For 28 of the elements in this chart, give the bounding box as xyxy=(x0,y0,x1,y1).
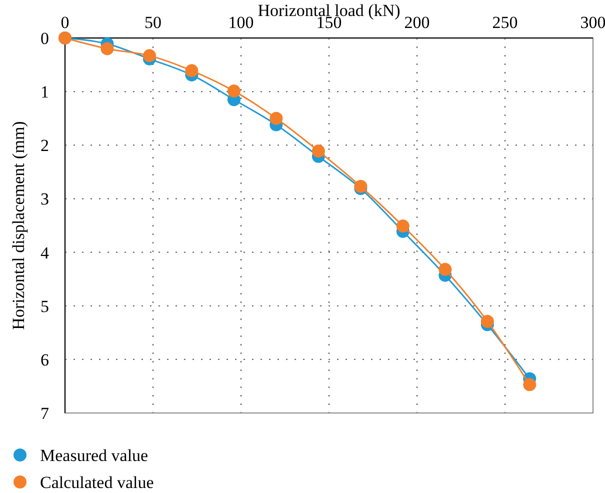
x-tick-label: 200 xyxy=(404,13,430,32)
point xyxy=(185,64,198,78)
y-tick-label: 2 xyxy=(40,136,49,156)
y-tick-label: 7 xyxy=(40,404,50,423)
y-tick-label: 0 xyxy=(40,29,49,48)
point xyxy=(100,42,114,56)
y-tick-label: 4 xyxy=(40,243,50,262)
y-tick-label: 3 xyxy=(40,190,49,209)
x-tick-label: 300 xyxy=(580,13,605,32)
y-tick-label: 5 xyxy=(40,296,49,316)
point xyxy=(480,314,494,328)
point xyxy=(227,84,240,98)
x-tick-label: 100 xyxy=(228,13,254,32)
y-tick-label: 6 xyxy=(40,350,49,370)
point xyxy=(523,378,536,392)
x-tick-label: 0 xyxy=(60,13,70,32)
x-tick-label: 250 xyxy=(492,13,518,32)
point xyxy=(354,180,368,193)
y-axis-title: Horizontal displacement (mm) xyxy=(9,121,28,330)
legend-label: Calculated value xyxy=(40,473,154,492)
point xyxy=(270,112,283,125)
point xyxy=(312,144,325,158)
legend-label: Measured value xyxy=(40,446,148,465)
point xyxy=(142,49,156,62)
y-tick-label: 1 xyxy=(40,82,49,102)
point xyxy=(438,262,452,276)
point xyxy=(396,220,410,233)
x-tick-label: 50 xyxy=(144,13,162,32)
